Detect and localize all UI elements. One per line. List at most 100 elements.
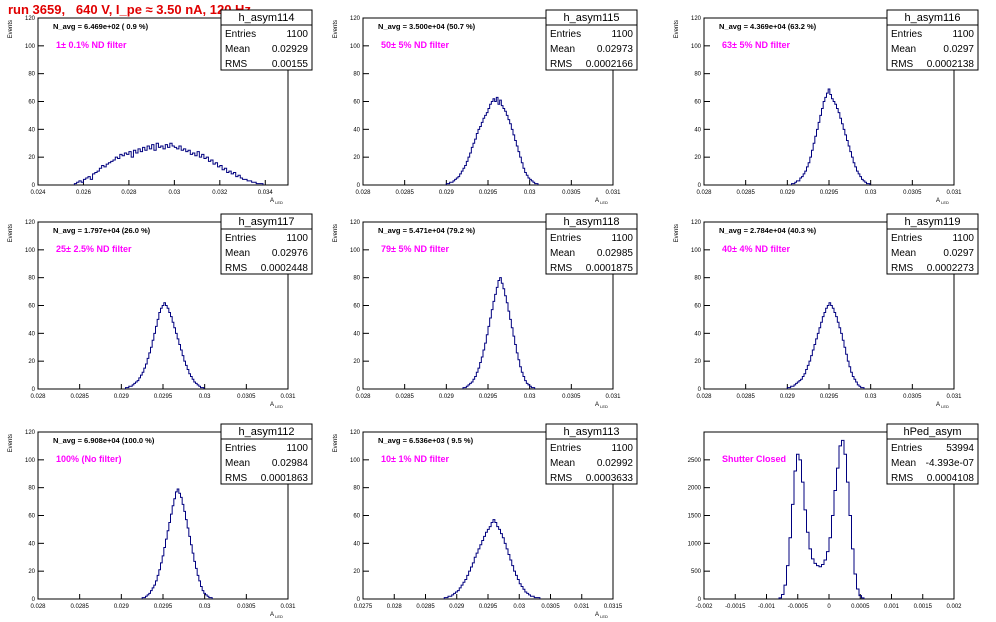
x-axis-label: A LED [270, 198, 283, 205]
histogram-series [462, 277, 536, 389]
y-tick-label: 60 [694, 100, 701, 106]
x-tick-label: -0.0015 [725, 604, 746, 610]
x-tick-label: 0.0285 [395, 190, 414, 196]
stats-box [545, 423, 638, 485]
y-tick-label: 40 [353, 541, 360, 547]
stats-box [220, 423, 313, 485]
y-axis-label: Events [333, 20, 339, 38]
y-tick-label: 100 [691, 44, 702, 50]
x-tick-label: 0.034 [258, 190, 274, 196]
y-tick-label: 120 [350, 16, 361, 22]
y-tick-label: 0 [357, 387, 361, 393]
stats-label: Mean [891, 248, 916, 259]
stats-box [220, 9, 313, 71]
stats-value: -4.393e-07 [926, 458, 975, 469]
histogram-series [445, 96, 539, 185]
y-tick-label: 120 [25, 220, 36, 226]
stats-value: 1100 [286, 443, 308, 454]
x-tick-label: 0.03 [524, 394, 536, 400]
y-tick-label: 100 [25, 458, 36, 464]
stats-label: Entries [225, 29, 256, 40]
x-tick-label: 0.031 [605, 394, 621, 400]
y-tick-label: 20 [353, 155, 360, 161]
y-tick-label: 120 [691, 16, 702, 22]
n-avg-annotation: N_avg = 6.469e+02 ( 0.9 %) [53, 22, 149, 31]
histogram-name: h_asym118 [563, 216, 619, 228]
x-tick-label: 0.0295 [820, 394, 839, 400]
x-tick-label: 0.028 [387, 604, 403, 610]
histogram-panel-h_asym118: 0 20 40 60 80 100 120 0.028 0.0285 0.029 0.0295 0.0… [333, 213, 638, 409]
y-tick-label: 120 [350, 220, 361, 226]
x-tick-label: 0.0285 [736, 394, 755, 400]
y-tick-label: 0 [357, 183, 361, 189]
stats-label: RMS [225, 473, 248, 484]
x-tick-label: 0.029 [780, 190, 796, 196]
stats-box [886, 213, 979, 275]
histogram-panel-hPed_asym: 0 500 1000 1500 2000 2500 -0.002 -0.0015 -0.001 -… [688, 423, 979, 610]
filter-label: 1± 0.1% ND filter [56, 40, 127, 50]
x-tick-label: 0.029 [439, 394, 455, 400]
n-avg-annotation: N_avg = 2.784e+04 (40.3 %) [719, 226, 817, 235]
y-tick-label: 80 [353, 72, 360, 78]
y-tick-label: 20 [28, 155, 35, 161]
stats-value: 0.02984 [272, 458, 309, 469]
y-tick-label: 20 [353, 359, 360, 365]
x-tick-label: 0.0315 [604, 604, 623, 610]
x-tick-label: 0.028 [696, 394, 712, 400]
stats-value: 53994 [946, 443, 974, 454]
filter-label: 100% (No filter) [56, 454, 122, 464]
x-tick-label: 0.0295 [154, 604, 173, 610]
stats-label: RMS [891, 473, 914, 484]
y-tick-label: 0 [698, 597, 702, 603]
stats-value: 0.0003633 [586, 473, 634, 484]
y-axis-label: Events [333, 434, 339, 452]
y-tick-label: 40 [353, 127, 360, 133]
histogram-series [125, 302, 205, 389]
x-tick-label: 0.028 [355, 394, 371, 400]
filter-label: 63± 5% ND filter [722, 40, 790, 50]
x-tick-label: 0.001 [884, 604, 900, 610]
filter-label: 79± 5% ND filter [381, 244, 449, 254]
y-tick-label: 80 [353, 486, 360, 492]
y-tick-label: 2500 [688, 458, 702, 464]
stats-value: 0.0002138 [927, 59, 975, 70]
stats-label: Entries [225, 233, 256, 244]
histogram-name: h_asym114 [238, 12, 294, 24]
x-tick-label: 0.024 [30, 190, 46, 196]
x-tick-label: 0.031 [280, 394, 296, 400]
histogram-panel-h_asym115: 0 20 40 60 80 100 120 0.028 0.0285 0.029 0.0295 0.0… [333, 9, 638, 205]
stats-label: Entries [550, 443, 581, 454]
stats-label: Mean [550, 458, 575, 469]
x-axis-label: A LED [595, 198, 608, 205]
x-tick-label: 0.0305 [562, 190, 581, 196]
stats-label: RMS [891, 59, 914, 70]
y-tick-label: 0 [32, 387, 36, 393]
stats-value: 0.0001863 [261, 473, 309, 484]
stats-label: Mean [891, 458, 916, 469]
histogram-panel-h_asym113: 0 20 40 60 80 100 120 0.0275 0.028 0.0285 0.029 0.0… [333, 423, 638, 619]
histogram-series [778, 439, 865, 599]
y-tick-label: 40 [694, 331, 701, 337]
y-tick-label: 40 [28, 541, 35, 547]
y-tick-label: 60 [353, 304, 360, 310]
x-tick-label: 0.029 [449, 604, 465, 610]
x-tick-label: 0.0285 [395, 394, 414, 400]
x-tick-label: 0.0305 [237, 394, 256, 400]
x-tick-label: 0.029 [780, 394, 796, 400]
y-tick-label: 120 [350, 430, 361, 436]
histogram-panel-h_asym116: 0 20 40 60 80 100 120 0.028 0.0285 0.029 0.0295 0.0… [674, 9, 979, 205]
y-tick-label: 60 [28, 100, 35, 106]
x-tick-label: 0.03 [865, 190, 877, 196]
y-tick-label: 40 [694, 127, 701, 133]
x-tick-label: 0.0295 [154, 394, 173, 400]
stats-value: 1100 [286, 29, 308, 40]
y-tick-label: 60 [353, 100, 360, 106]
n-avg-annotation: N_avg = 5.471e+04 (79.2 %) [378, 226, 476, 235]
histogram-name: hPed_asym [903, 426, 961, 438]
x-tick-label: -0.001 [758, 604, 776, 610]
histogram-series [73, 142, 264, 185]
x-tick-label: 0.0285 [70, 394, 89, 400]
y-axis-label: Events [333, 224, 339, 242]
stats-label: Entries [891, 29, 922, 40]
y-tick-label: 60 [353, 514, 360, 520]
